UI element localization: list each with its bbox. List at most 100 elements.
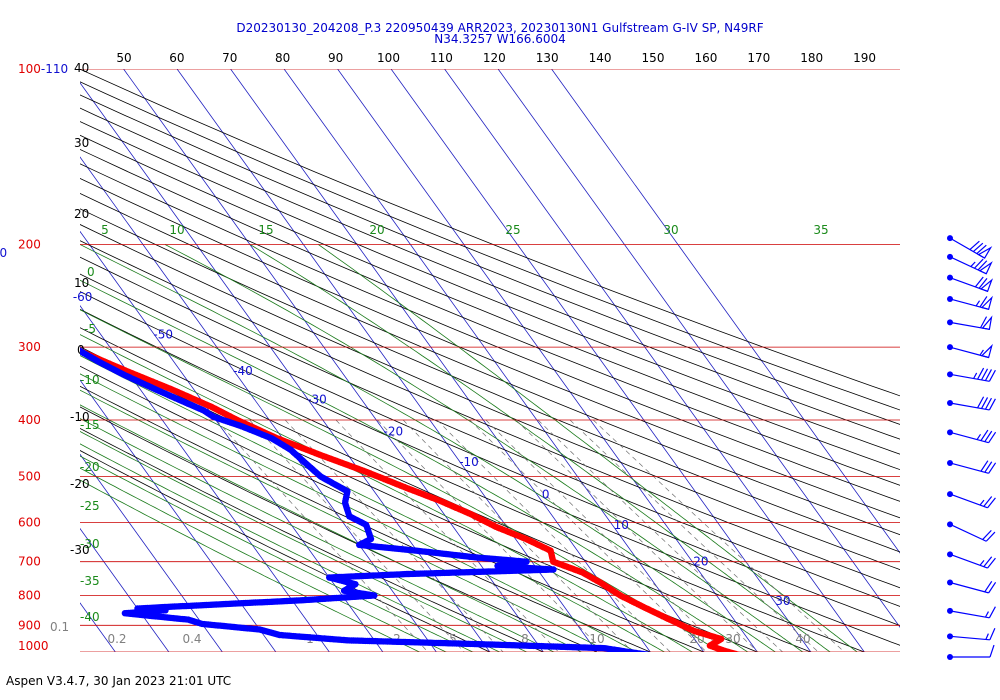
temperature-point xyxy=(0,270,5,276)
moist-adiabat-line xyxy=(80,455,474,652)
moist-adiabat-label: -25 xyxy=(80,499,100,513)
dewpoint-point xyxy=(52,334,58,340)
temperature-point xyxy=(22,262,28,268)
dewpoint-point xyxy=(18,320,24,326)
mixing-ratio-label: 30 xyxy=(725,632,740,646)
dry-adiabat-line xyxy=(80,134,900,471)
isotherm-label: -20 xyxy=(384,424,404,438)
wind-barb xyxy=(947,235,993,259)
wind-barb-staff xyxy=(949,431,989,444)
pressure-label: 500 xyxy=(18,469,41,483)
wind-barb-feather xyxy=(987,557,996,569)
temperature-point xyxy=(12,320,18,326)
temperature-point xyxy=(3,269,9,275)
isotherm-label: -50 xyxy=(153,328,173,342)
temperature-point xyxy=(16,266,22,272)
temperature-point xyxy=(14,266,20,272)
dry-adiabat-line xyxy=(80,177,900,519)
wind-barb-staff xyxy=(949,581,989,594)
temperature-point xyxy=(65,343,71,349)
temperature-point xyxy=(9,268,15,274)
dewpoint-point xyxy=(14,319,20,325)
dewpoint-point xyxy=(2,312,8,318)
temperature-point xyxy=(11,267,17,273)
temperature-point xyxy=(0,310,2,316)
pressure-label: 400 xyxy=(18,413,41,427)
temperature-point xyxy=(28,252,34,258)
temperature-point xyxy=(3,215,9,221)
wind-barb xyxy=(947,274,994,293)
top-axis-tick-label: 60 xyxy=(169,51,184,65)
isotherm-line xyxy=(497,69,900,628)
dewpoint-point xyxy=(655,654,661,660)
wind-barb-staff xyxy=(949,610,990,619)
wind-barb xyxy=(947,459,997,474)
dry-adiabat-line xyxy=(80,308,866,652)
temperature-point xyxy=(21,263,27,269)
dewpoint-point xyxy=(50,333,56,339)
dewpoint-point xyxy=(0,311,6,317)
temperature-point xyxy=(18,265,24,271)
dry-adiabat-line xyxy=(80,69,900,397)
dewpoint-point xyxy=(11,317,17,323)
dewpoint-point xyxy=(21,322,27,328)
wind-barb-half-feather xyxy=(975,300,981,307)
wind-barb-half-feather xyxy=(979,499,985,506)
dewpoint-point xyxy=(30,327,36,333)
moist-adiabat-line xyxy=(80,479,421,652)
dewpoint-point xyxy=(45,331,51,337)
top-axis-tick-label: 110 xyxy=(430,51,453,65)
isotherm-label: -60 xyxy=(73,290,93,304)
dewpoint-point xyxy=(0,310,3,316)
dewpoint-point xyxy=(0,309,1,315)
wind-barb-half-feather xyxy=(976,433,982,440)
wind-barb-feather xyxy=(983,496,993,507)
temperature-point xyxy=(3,230,9,236)
wind-barb-feather xyxy=(984,430,993,443)
temperature-point xyxy=(0,270,6,276)
dewpoint-point xyxy=(43,331,49,337)
wind-barb-feather xyxy=(980,397,989,409)
dewpoint-point xyxy=(657,654,663,660)
isotherm-line xyxy=(551,69,900,554)
dry-adiabat-label: 40 xyxy=(74,61,89,75)
temperature-point xyxy=(4,232,10,238)
dewpoint-point xyxy=(39,330,45,336)
wind-barb-feather xyxy=(984,369,993,381)
moist-adiabat-label: -10 xyxy=(80,373,100,387)
moist-adiabat-label: 10 xyxy=(169,223,184,237)
moist-adiabat-line xyxy=(80,418,555,652)
temperature-point xyxy=(19,324,25,330)
temperature-point xyxy=(7,268,13,274)
mixing-ratio-label: 40 xyxy=(795,632,810,646)
background-grid xyxy=(80,69,900,652)
dry-adiabat-line xyxy=(80,256,900,607)
wind-barb xyxy=(947,521,996,542)
temperature-point xyxy=(6,234,12,240)
dry-adiabat-line xyxy=(80,148,900,486)
chart-title-line2: N34.3257 W166.6004 xyxy=(434,32,566,46)
wind-barb-flag xyxy=(980,295,993,311)
wind-barb-feather xyxy=(982,529,992,540)
mixing-ratio-label: 5 xyxy=(449,632,457,646)
dewpoint-point xyxy=(662,655,668,661)
top-axis-tick-label: 160 xyxy=(694,51,717,65)
isotherm-label: 30 xyxy=(775,594,790,608)
temperature-point xyxy=(24,260,30,266)
temperature-point xyxy=(4,315,10,321)
dry-adiabat-label: 10 xyxy=(74,276,89,290)
isotherm-line xyxy=(390,69,812,652)
dewpoint-point xyxy=(651,653,657,659)
moist-adiabat-label: 5 xyxy=(101,223,109,237)
temperature-point xyxy=(0,271,3,277)
temperature-point xyxy=(11,240,17,246)
temperature-point xyxy=(27,258,33,264)
isotherm-label: -10 xyxy=(459,455,479,469)
dewpoint-point xyxy=(25,324,31,330)
dry-adiabat-label: -10 xyxy=(70,410,90,424)
wind-barb xyxy=(947,627,996,641)
wind-barb-feather xyxy=(980,316,988,329)
temperature-point xyxy=(735,651,740,652)
dewpoint-point xyxy=(9,316,15,322)
dry-adiabat-line xyxy=(80,192,900,536)
